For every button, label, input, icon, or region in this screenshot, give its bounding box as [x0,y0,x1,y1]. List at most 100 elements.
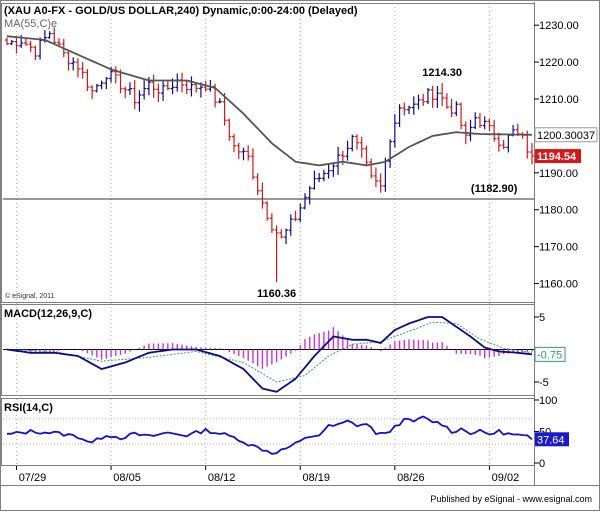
price-bar [468,119,473,142]
price-bar [482,116,487,130]
chart-title: (XAU A0-FX - GOLD/US DOLLAR,240) Dynamic… [4,5,358,17]
rsi-value-text: 37.64 [537,434,565,446]
rsi-tick-label: 0 [539,458,545,470]
price-bar [350,134,355,152]
price-bar [501,140,506,150]
price-bar [369,158,374,179]
date-tick-label: 09/02 [492,472,520,484]
price-bar [246,145,251,161]
macd-value-text: -0.75 [537,349,562,361]
price-bar [151,74,156,98]
price-bar [123,86,128,99]
price-bar [184,79,189,95]
price-bar [47,31,52,39]
price-bar [397,104,402,128]
price-bar [340,150,345,166]
price-bar [355,134,359,150]
price-bar [293,210,298,222]
price-bar [279,229,284,239]
price-bar [52,27,57,45]
price-bar [317,172,322,183]
price-bar [530,143,534,165]
price-annotation: (1182.90) [471,183,518,195]
price-bar [127,82,132,95]
price-bar [194,83,199,93]
price-tick-label: 1160.00 [539,279,578,291]
price-bar [331,163,336,177]
price-bar [288,214,293,236]
price-bar [492,119,497,142]
macd-title: MACD(12,26,9,C) [4,308,92,320]
price-bar [302,193,307,210]
price-bar [232,133,237,153]
price-bar [255,173,260,196]
price-bar [402,102,407,116]
price-annotation: 1160.36 [257,288,296,300]
price-bar [161,79,166,101]
price-annotation: 1214.30 [422,67,462,79]
price-bar [113,66,118,84]
price-bar [425,88,430,104]
price-bar [298,203,303,223]
date-tick-label: 08/19 [302,472,330,484]
ma-legend: MA(55,C)e [4,18,57,30]
date-tick-label: 08/12 [208,472,236,484]
price-bar [449,98,454,117]
price-value-text: 1194.54 [537,151,577,163]
macd-line [6,316,533,393]
price-tick-label: 1220.00 [539,57,579,69]
macd-chart: 5 -5 -0.75 MACD(12,26,9,C) [3,308,566,393]
price-bar [364,145,369,167]
price-chart: 1230.001220.001210.001200.001190.001180.… [3,3,598,465]
price-bar [407,105,412,114]
price-bar [440,83,445,107]
price-bar [222,92,227,126]
price-bar [345,140,350,161]
rsi-tick-label: 100 [539,395,557,407]
price-tick-label: 1230.00 [539,20,579,32]
price-bar [236,142,241,159]
price-bar [137,90,142,112]
date-tick-label: 08/26 [397,472,425,484]
price-bar [85,69,90,92]
date-tick-label: 07/29 [19,472,47,484]
price-bar [373,167,378,188]
price-bar [132,80,137,110]
price-bar [57,38,62,46]
price-bar [260,182,265,209]
price-bar [459,102,464,130]
price-bar [435,86,440,108]
price-bar [269,213,274,233]
price-bar [421,93,426,106]
price-bar [165,81,170,91]
macd-value-badge [534,346,566,362]
price-bar [359,136,364,158]
price-bar [5,37,9,46]
price-bar [156,83,161,103]
price-tick-label: 1210.00 [539,94,579,106]
price-bar [388,139,393,168]
price-bar [75,58,80,78]
price-bar [80,61,85,79]
price-bar [416,94,421,110]
price-bar [312,170,317,190]
price-bar [378,173,383,193]
rsi-value-badge [535,432,569,447]
macd-signal-line [6,321,533,383]
price-bar [23,37,28,46]
price-tick-label: 1180.00 [539,205,578,217]
rsi-title: RSI(14,C) [4,402,53,414]
price-bar [104,77,109,90]
price-bar [71,57,76,71]
price-bar [487,118,492,132]
price-bar [250,148,255,180]
price-bar [227,118,232,141]
price-bar [99,80,104,90]
price-bar [321,169,326,182]
price-bar [444,93,449,109]
price-bar [307,186,312,205]
price-bar [90,85,95,100]
price-tick-label: 1170.00 [539,242,578,254]
